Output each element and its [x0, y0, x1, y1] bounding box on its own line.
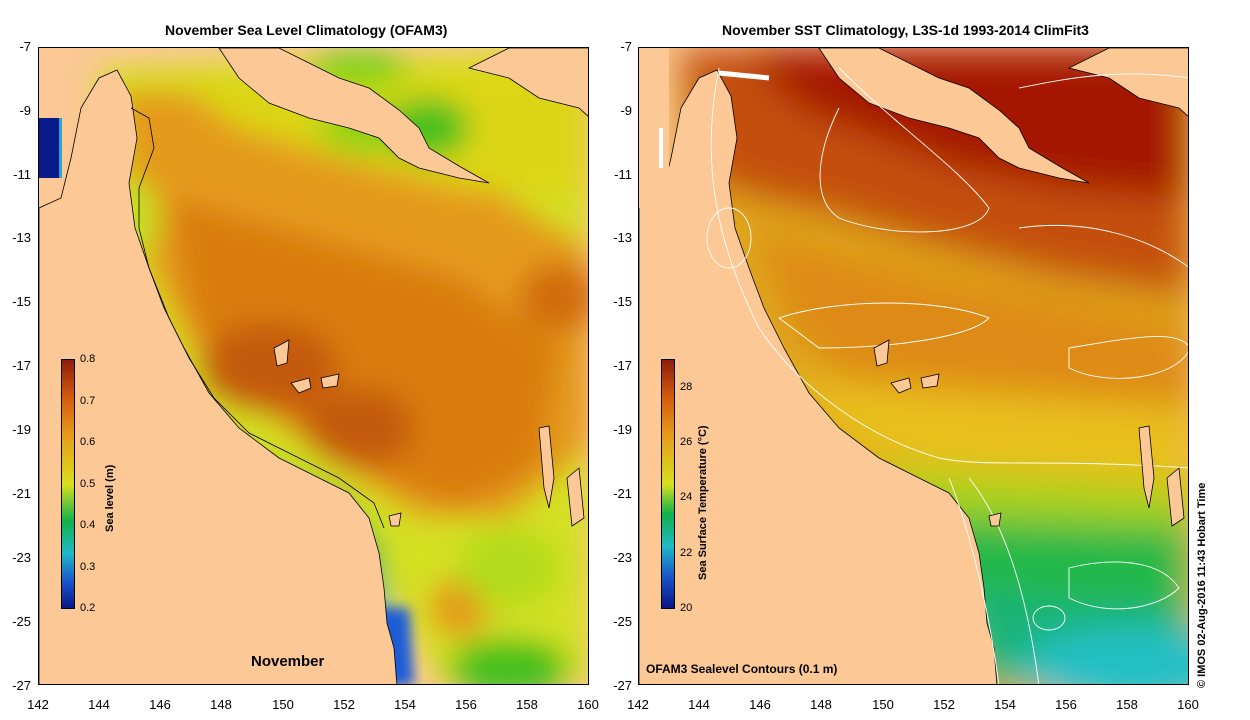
lat-tick: -21: [613, 486, 632, 501]
lon-tick: 142: [627, 697, 649, 712]
lat-tick: -15: [12, 294, 31, 309]
sea-level-map: [38, 47, 589, 685]
lat-tick: -17: [613, 358, 632, 373]
lon-tick: 158: [516, 697, 538, 712]
colorbar-tick: 0.4: [80, 519, 96, 531]
colorbar-label: Sea level (m): [104, 464, 116, 532]
lon-tick: 146: [149, 697, 171, 712]
lat-tick: -7: [620, 39, 632, 54]
lon-tick: 152: [933, 697, 955, 712]
lat-tick: -15: [613, 294, 632, 309]
lon-tick: 154: [394, 697, 416, 712]
colorbar-tick: 0.5: [80, 478, 96, 490]
shelf-contour: [130, 107, 385, 529]
month-label: November: [251, 653, 325, 670]
lat-tick: -21: [12, 486, 31, 501]
lon-tick: 152: [333, 697, 355, 712]
colorbar-tick: 28: [680, 381, 693, 393]
colorbar-tick: 0.7: [80, 395, 96, 407]
colorbar-tick: 22: [680, 547, 693, 559]
lat-tick: -27: [613, 678, 632, 693]
lat-tick: -11: [13, 167, 31, 182]
lon-tick: 150: [872, 697, 894, 712]
lon-tick: 150: [272, 697, 294, 712]
contour-note: OFAM3 Sealevel Contours (0.1 m): [646, 662, 838, 676]
lon-tick: 146: [749, 697, 771, 712]
lat-tick: -23: [613, 550, 632, 565]
lon-tick: 148: [210, 697, 232, 712]
lat-tick: -25: [613, 614, 632, 629]
colorbar-tick: 0.3: [80, 561, 96, 573]
lat-tick: -19: [613, 422, 632, 437]
lat-tick: -9: [19, 103, 31, 118]
lat-tick: -25: [12, 614, 31, 629]
credit-text: © IMOS 02-Aug-2016 11:43 Hobart Time: [1196, 482, 1208, 688]
sea-level-field: [99, 48, 588, 684]
lon-tick: 156: [455, 697, 477, 712]
colorbar-tick: 20: [680, 602, 693, 614]
lat-tick: -19: [12, 422, 31, 437]
lon-tick: 142: [27, 697, 49, 712]
lat-tick: -13: [613, 230, 632, 245]
lon-tick: 144: [688, 697, 710, 712]
sst-colorbar: [661, 359, 675, 609]
lat-tick: -23: [12, 550, 31, 565]
colorbar-tick: 26: [680, 436, 693, 448]
lon-tick: 144: [88, 697, 110, 712]
lat-tick: -17: [12, 358, 31, 373]
lon-tick: 154: [994, 697, 1016, 712]
lat-tick: -7: [19, 39, 31, 54]
lon-tick: 160: [577, 697, 599, 712]
colorbar-tick: 0.8: [80, 353, 96, 365]
lon-tick: 148: [810, 697, 832, 712]
sea-level-contours: [706, 67, 1188, 684]
colorbar-tick: 24: [680, 491, 693, 503]
lat-tick: -13: [12, 230, 31, 245]
right-map-title: November SST Climatology, L3S-1d 1993-20…: [722, 22, 1089, 38]
lat-tick: -27: [12, 678, 31, 693]
sea-level-colorbar: [61, 359, 75, 609]
land-mask: [39, 48, 588, 684]
colorbar-tick: 0.2: [80, 602, 96, 614]
lon-tick: 156: [1055, 697, 1077, 712]
left-map-title: November Sea Level Climatology (OFAM3): [165, 22, 448, 38]
lon-tick: 158: [1116, 697, 1138, 712]
colorbar-tick: 0.6: [80, 436, 96, 448]
lat-tick: -11: [614, 167, 632, 182]
lat-tick: -9: [620, 103, 632, 118]
colorbar-label: Sea Surface Temperature (°C): [697, 425, 709, 580]
sst-map: [638, 47, 1189, 685]
lon-tick: 160: [1177, 697, 1199, 712]
